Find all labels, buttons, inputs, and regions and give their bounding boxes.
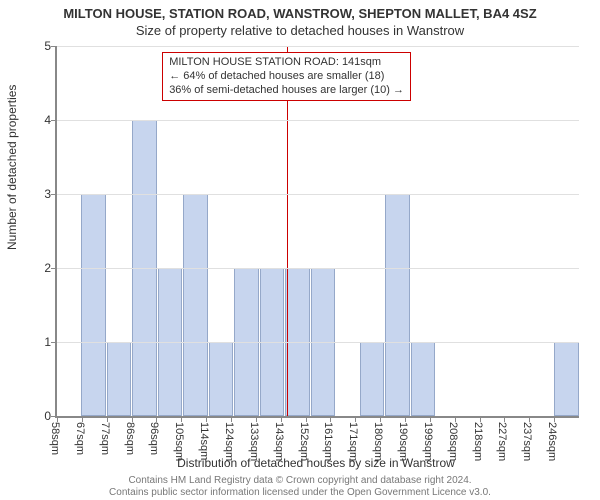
bar: [360, 342, 385, 416]
bars-container: [57, 46, 579, 416]
grid-line: [57, 268, 579, 269]
x-tick-label: 58sqm: [49, 422, 61, 455]
annotation-line-2: ← 64% of detached houses are smaller (18…: [169, 70, 404, 84]
x-tick-label: 67sqm: [74, 422, 86, 455]
page-title: MILTON HOUSE, STATION ROAD, WANSTROW, SH…: [0, 0, 600, 21]
grid-line: [57, 46, 579, 47]
y-tick-label: 5: [33, 39, 57, 53]
grid-line: [57, 120, 579, 121]
bar: [183, 194, 208, 416]
annotation-box: MILTON HOUSE STATION ROAD: 141sqm ← 64% …: [162, 52, 411, 101]
bar: [107, 342, 132, 416]
y-tick-label: 1: [33, 335, 57, 349]
x-tick-label: 114sqm: [198, 422, 210, 460]
bar: [81, 194, 106, 416]
page-subtitle: Size of property relative to detached ho…: [0, 21, 600, 38]
bar: [209, 342, 234, 416]
x-tick-label: 86sqm: [124, 422, 136, 455]
x-tick-label: 96sqm: [148, 422, 160, 455]
annotation-line-1: MILTON HOUSE STATION ROAD: 141sqm: [169, 56, 404, 70]
x-tick-label: 77sqm: [99, 422, 111, 455]
bar: [385, 194, 410, 416]
y-tick-label: 3: [33, 187, 57, 201]
x-axis-label: Distribution of detached houses by size …: [55, 456, 577, 470]
y-tick-label: 2: [33, 261, 57, 275]
bar: [554, 342, 579, 416]
annotation-line-3: 36% of semi-detached houses are larger (…: [169, 84, 404, 98]
bar: [411, 342, 436, 416]
footer-line-2: Contains public sector information licen…: [0, 487, 600, 499]
y-tick-label: 0: [33, 409, 57, 423]
marker-line: [287, 46, 288, 416]
footer: Contains HM Land Registry data © Crown c…: [0, 475, 600, 498]
grid-line: [57, 194, 579, 195]
y-axis-label: Number of detached properties: [5, 85, 19, 250]
chart-area: MILTON HOUSE STATION ROAD: 141sqm ← 64% …: [55, 46, 579, 418]
y-tick-label: 4: [33, 113, 57, 127]
footer-line-1: Contains HM Land Registry data © Crown c…: [0, 475, 600, 487]
grid-line: [57, 342, 579, 343]
